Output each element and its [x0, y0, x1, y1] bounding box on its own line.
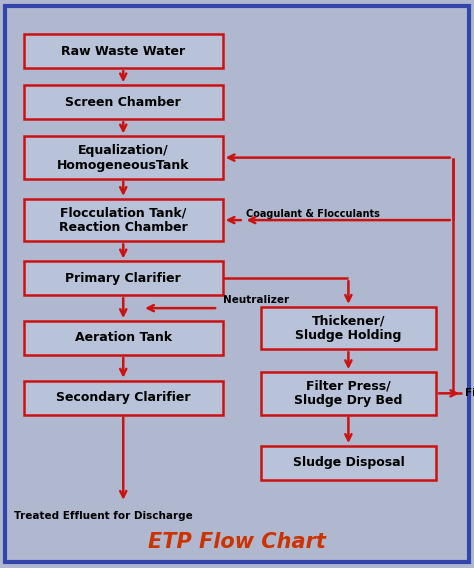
- Text: Sludge Disposal: Sludge Disposal: [292, 457, 404, 469]
- Text: Equalization/
HomogeneousTank: Equalization/ HomogeneousTank: [57, 144, 190, 172]
- Text: Primary Clarifier: Primary Clarifier: [65, 272, 181, 285]
- Text: ETP Flow Chart: ETP Flow Chart: [148, 532, 326, 553]
- FancyBboxPatch shape: [24, 34, 223, 68]
- FancyBboxPatch shape: [24, 381, 223, 415]
- Text: Neutralizer: Neutralizer: [223, 295, 289, 306]
- FancyBboxPatch shape: [24, 85, 223, 119]
- Text: Filtrate: Filtrate: [465, 389, 474, 398]
- FancyBboxPatch shape: [24, 261, 223, 295]
- Text: Coagulant & Flocculants: Coagulant & Flocculants: [246, 210, 380, 219]
- Text: Secondary Clarifier: Secondary Clarifier: [56, 391, 191, 404]
- Text: Treated Effluent for Discharge: Treated Effluent for Discharge: [14, 511, 193, 521]
- Text: Thickener/
Sludge Holding: Thickener/ Sludge Holding: [295, 314, 401, 342]
- FancyBboxPatch shape: [24, 136, 223, 179]
- FancyBboxPatch shape: [24, 199, 223, 241]
- Text: Flocculation Tank/
Reaction Chamber: Flocculation Tank/ Reaction Chamber: [59, 206, 188, 234]
- Text: Screen Chamber: Screen Chamber: [65, 96, 181, 108]
- FancyBboxPatch shape: [24, 321, 223, 355]
- FancyBboxPatch shape: [261, 372, 436, 415]
- Text: Filter Press/
Sludge Dry Bed: Filter Press/ Sludge Dry Bed: [294, 379, 402, 407]
- Text: Raw Waste Water: Raw Waste Water: [61, 45, 185, 57]
- FancyBboxPatch shape: [261, 307, 436, 349]
- Text: Aeration Tank: Aeration Tank: [75, 332, 172, 344]
- FancyBboxPatch shape: [261, 446, 436, 480]
